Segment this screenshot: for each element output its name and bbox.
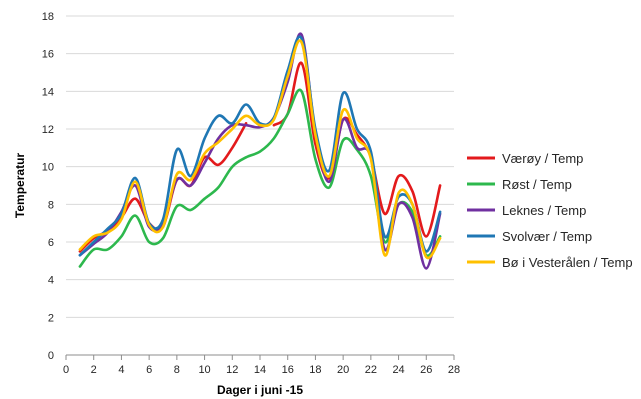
x-tick-label: 24 xyxy=(392,364,404,376)
series-line-1 xyxy=(272,61,442,238)
x-tick-label: 22 xyxy=(365,364,377,376)
x-tick-label: 28 xyxy=(448,364,460,376)
x-tick-label: 10 xyxy=(198,364,210,376)
x-tick-label: 16 xyxy=(282,364,294,376)
y-tick-label: 8 xyxy=(48,199,54,211)
y-tick-labels: 0 2 4 6 8 10 12 14 16 18 xyxy=(42,11,54,362)
y-tick-label: 4 xyxy=(48,275,54,287)
x-axis-title: Dager i juni -15 xyxy=(217,383,303,397)
y-tick-label: 6 xyxy=(48,237,54,249)
y-axis-title: Temperatur xyxy=(13,153,27,218)
legend-label: Leknes / Temp xyxy=(502,203,586,218)
y-tick-label: 12 xyxy=(42,124,54,136)
y-tick-label: 18 xyxy=(42,11,54,23)
x-tick-labels: 0 2 4 6 8 10 12 14 16 18 20 22 24 26 28 xyxy=(63,355,460,376)
series-line-4 xyxy=(78,35,442,257)
x-tick-label: 8 xyxy=(174,364,180,376)
x-tick-label: 14 xyxy=(254,364,266,376)
x-tick-label: 2 xyxy=(91,364,97,376)
y-tick-label: 16 xyxy=(42,49,54,61)
legend-label: Værøy / Temp xyxy=(502,151,583,166)
grid-lines xyxy=(66,15,454,318)
y-tick-label: 0 xyxy=(48,350,54,362)
series-lines xyxy=(78,32,442,270)
x-tick-label: 0 xyxy=(63,364,69,376)
y-tick-label: 10 xyxy=(42,162,54,174)
x-tick-label: 18 xyxy=(309,364,321,376)
x-tick-label: 12 xyxy=(226,364,238,376)
legend-label: Bø i Vesterålen / Temp xyxy=(502,255,633,270)
legend: Værøy / Temp Røst / Temp Leknes / Temp Svol… xyxy=(467,151,633,270)
x-tick-label: 6 xyxy=(146,364,152,376)
series-line-5 xyxy=(78,39,442,260)
legend-label: Svolvær / Temp xyxy=(502,229,592,244)
x-tick-label: 4 xyxy=(118,364,124,376)
x-tick-label: 26 xyxy=(420,364,432,376)
x-tick-label: 20 xyxy=(337,364,349,376)
legend-label: Røst / Temp xyxy=(502,177,572,192)
y-tick-label: 2 xyxy=(48,312,54,324)
y-tick-label: 14 xyxy=(42,86,54,98)
